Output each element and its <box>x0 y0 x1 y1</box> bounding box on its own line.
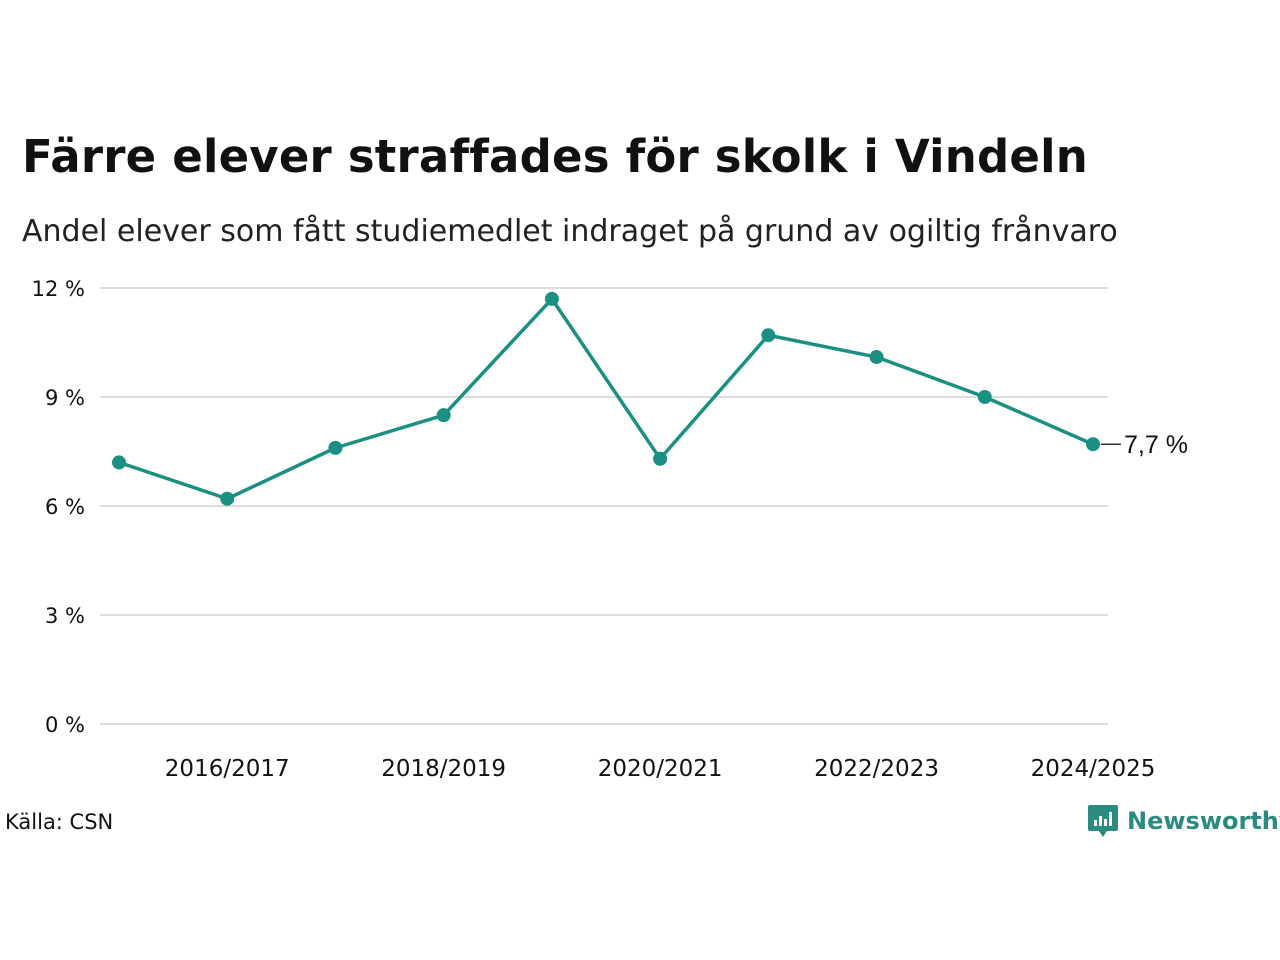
brand-logo: Newsworthy <box>1087 803 1280 839</box>
series-line <box>117 297 1095 501</box>
series-layer <box>117 297 1095 501</box>
data-point <box>1086 437 1100 452</box>
y-tick-label: 6 % <box>45 495 85 519</box>
x-axis-ticks: 2016/2017 2018/2019 2020/2021 2022/2023 2024… <box>165 756 1156 782</box>
data-point <box>653 451 668 466</box>
grid-lines <box>100 287 1108 725</box>
data-point <box>761 328 776 343</box>
source-note: Källa: CSN <box>5 810 114 834</box>
chart-title: Färre elever straffades för skolk i Vind… <box>22 130 1088 183</box>
y-tick-label: 0 % <box>45 713 85 737</box>
data-point <box>436 408 451 423</box>
data-point <box>544 291 559 306</box>
data-points <box>112 291 1100 506</box>
y-tick-label: 3 % <box>45 604 85 628</box>
data-point <box>112 455 126 470</box>
chart-subtitle: Andel elever som fått studiemedlet indra… <box>22 214 1118 249</box>
x-tick-label: 2020/2021 <box>598 756 723 782</box>
data-point <box>328 440 343 455</box>
brand-name: Newsworthy <box>1127 807 1280 835</box>
x-tick-label: 2024/2025 <box>1031 756 1156 782</box>
end-label-layer: 7,7 % <box>1101 431 1188 459</box>
end-value-label: 7,7 % <box>1124 431 1188 459</box>
y-axis-ticks: 0 % 3 % 6 % 9 % 12 % <box>32 277 85 737</box>
y-tick-label: 12 % <box>32 277 85 301</box>
data-point <box>220 491 235 506</box>
data-point <box>977 390 992 404</box>
newsworthy-logo-icon <box>1088 805 1118 837</box>
data-point <box>869 350 884 365</box>
x-tick-label: 2022/2023 <box>814 756 939 782</box>
x-tick-label: 2018/2019 <box>381 756 506 782</box>
y-tick-label: 9 % <box>45 386 85 410</box>
x-tick-label: 2016/2017 <box>165 756 290 782</box>
